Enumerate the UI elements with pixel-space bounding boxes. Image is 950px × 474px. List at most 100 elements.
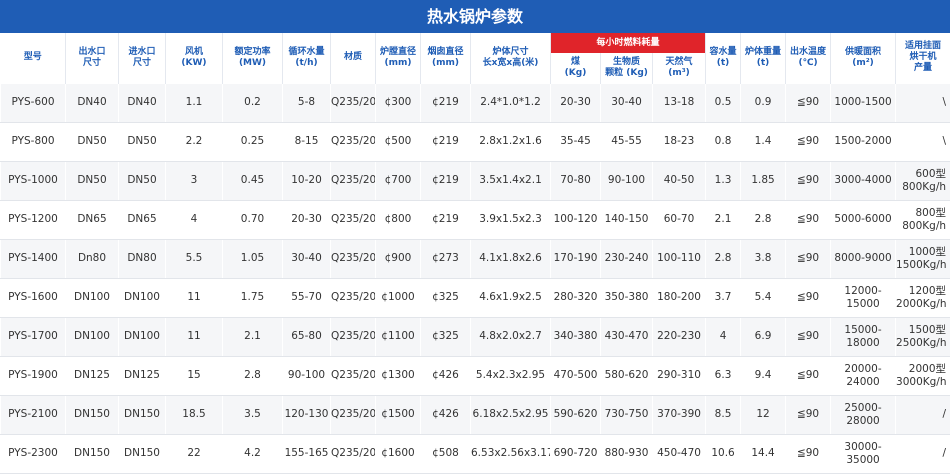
table-cell: 12000-15000 bbox=[831, 278, 896, 317]
table-cell: 10-20 bbox=[283, 161, 331, 200]
table-cell: 0.2 bbox=[223, 83, 283, 122]
table-cell: 40-50 bbox=[653, 161, 706, 200]
table-cell: ≦90 bbox=[786, 161, 831, 200]
table-cell: 730-750 bbox=[601, 395, 653, 434]
table-cell: 45-55 bbox=[601, 122, 653, 161]
table-cell: 90-100 bbox=[283, 356, 331, 395]
column-header: 炉体重量 (t) bbox=[741, 33, 786, 83]
table-cell: 3.8 bbox=[741, 239, 786, 278]
table-cell: 340-380 bbox=[551, 317, 601, 356]
table-cell: 100-120 bbox=[551, 200, 601, 239]
table-cell: 2.1 bbox=[223, 317, 283, 356]
table-cell: 3.7 bbox=[706, 278, 741, 317]
table-cell: ¢426 bbox=[421, 356, 471, 395]
table-cell: ≦90 bbox=[786, 83, 831, 122]
table-cell: 20-30 bbox=[283, 200, 331, 239]
table-cell: DN125 bbox=[66, 356, 119, 395]
table-cell: 590-620 bbox=[551, 395, 601, 434]
table-cell: 2.8x1.2x1.6 bbox=[471, 122, 551, 161]
table-cell: 5.5 bbox=[166, 239, 223, 278]
table-cell: ¢500 bbox=[376, 122, 421, 161]
table-cell: 60-70 bbox=[653, 200, 706, 239]
table-cell: 3.5 bbox=[223, 395, 283, 434]
column-header: 炉体尺寸 长x宽x高(米) bbox=[471, 33, 551, 83]
table-cell: ¢219 bbox=[421, 161, 471, 200]
table-cell: DN80 bbox=[119, 239, 166, 278]
table-cell: DN100 bbox=[66, 278, 119, 317]
table-cell: / bbox=[896, 434, 950, 473]
table-cell: 1.05 bbox=[223, 239, 283, 278]
table-cell: 35-45 bbox=[551, 122, 601, 161]
column-header: 额定功率 (MW) bbox=[223, 33, 283, 83]
table-cell: 8.5 bbox=[706, 395, 741, 434]
table-cell: \ bbox=[896, 83, 950, 122]
table-cell: 1.1 bbox=[166, 83, 223, 122]
table-cell: 20-30 bbox=[551, 83, 601, 122]
table-cell: DN65 bbox=[66, 200, 119, 239]
column-header: 炉膛直径 (mm) bbox=[376, 33, 421, 83]
table-cell: ¢508 bbox=[421, 434, 471, 473]
table-cell: ≦90 bbox=[786, 239, 831, 278]
table-cell: 4.6x1.9x2.5 bbox=[471, 278, 551, 317]
table-cell: 12 bbox=[741, 395, 786, 434]
table-cell: DN50 bbox=[66, 161, 119, 200]
table-cell: 11 bbox=[166, 317, 223, 356]
table-cell: 1200型 2000Kg/h bbox=[896, 278, 950, 317]
table-cell: 155-165 bbox=[283, 434, 331, 473]
table-cell: 2.1 bbox=[706, 200, 741, 239]
table-cell: 4 bbox=[706, 317, 741, 356]
table-cell: 2.8 bbox=[223, 356, 283, 395]
table-cell: ¢325 bbox=[421, 278, 471, 317]
table-cell: Q235/20 bbox=[331, 317, 376, 356]
table-cell: ¢219 bbox=[421, 122, 471, 161]
table-cell: 800型 800Kg/h bbox=[896, 200, 950, 239]
table-cell: ¢300 bbox=[376, 83, 421, 122]
table-cell: DN100 bbox=[66, 317, 119, 356]
table-cell: DN150 bbox=[66, 434, 119, 473]
table-cell: DN50 bbox=[66, 122, 119, 161]
table-cell: 2.2 bbox=[166, 122, 223, 161]
table-cell: 350-380 bbox=[601, 278, 653, 317]
table-cell: 120-130 bbox=[283, 395, 331, 434]
table-cell: 8-15 bbox=[283, 122, 331, 161]
table-cell: 4.1x1.8x2.6 bbox=[471, 239, 551, 278]
table-cell: 880-930 bbox=[601, 434, 653, 473]
table-cell: ≦90 bbox=[786, 434, 831, 473]
table-cell: ¢1500 bbox=[376, 395, 421, 434]
table-cell: 0.8 bbox=[706, 122, 741, 161]
table-cell: 30-40 bbox=[283, 239, 331, 278]
table-cell: ¢800 bbox=[376, 200, 421, 239]
table-cell: 6.9 bbox=[741, 317, 786, 356]
table-cell: Q235/20 bbox=[331, 83, 376, 122]
table-cell: ≦90 bbox=[786, 356, 831, 395]
table-cell: 22 bbox=[166, 434, 223, 473]
table-cell: 1000型 1500Kg/h bbox=[896, 239, 950, 278]
table-cell: 1500型 2500Kg/h bbox=[896, 317, 950, 356]
table-cell: 9.4 bbox=[741, 356, 786, 395]
table-cell: Q235/20 bbox=[331, 434, 376, 473]
table-cell: Q235/20 bbox=[331, 356, 376, 395]
table-cell: ¢900 bbox=[376, 239, 421, 278]
column-header: 供暖面积 (m²) bbox=[831, 33, 896, 83]
table-cell: 20000-24000 bbox=[831, 356, 896, 395]
table-cell: PYS-2100 bbox=[1, 395, 66, 434]
table-cell: PYS-800 bbox=[1, 122, 66, 161]
table-cell: ¢1300 bbox=[376, 356, 421, 395]
table-cell: 70-80 bbox=[551, 161, 601, 200]
table-cell: 2.8 bbox=[741, 200, 786, 239]
table-cell: 1.4 bbox=[741, 122, 786, 161]
table-cell: 1.3 bbox=[706, 161, 741, 200]
column-header: 材质 bbox=[331, 33, 376, 83]
table-cell: PYS-1200 bbox=[1, 200, 66, 239]
table-cell: 0.45 bbox=[223, 161, 283, 200]
table-cell: ≦90 bbox=[786, 278, 831, 317]
table-head: 型号出水口 尺寸进水口 尺寸风机 (KW)额定功率 (MW)循环水量 (t/h)… bbox=[1, 33, 950, 83]
table-cell: 0.70 bbox=[223, 200, 283, 239]
table-cell: PYS-1000 bbox=[1, 161, 66, 200]
table-cell: 2000型 3000Kg/h bbox=[896, 356, 950, 395]
table-cell: PYS-1600 bbox=[1, 278, 66, 317]
table-cell: ¢426 bbox=[421, 395, 471, 434]
